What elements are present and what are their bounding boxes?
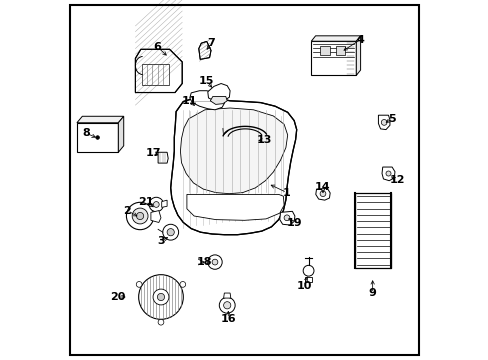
Circle shape: [153, 202, 159, 207]
Text: 5: 5: [387, 114, 395, 124]
Circle shape: [303, 265, 313, 276]
Circle shape: [180, 282, 185, 287]
Polygon shape: [207, 84, 230, 102]
Bar: [336, 46, 345, 55]
Circle shape: [320, 191, 325, 197]
Text: 13: 13: [256, 135, 271, 145]
Circle shape: [385, 171, 390, 176]
Text: 15: 15: [199, 76, 214, 86]
Polygon shape: [118, 116, 123, 152]
Polygon shape: [356, 36, 360, 76]
Polygon shape: [199, 41, 211, 59]
Polygon shape: [158, 152, 168, 163]
Circle shape: [149, 197, 163, 212]
Polygon shape: [279, 211, 294, 225]
Text: 3: 3: [157, 236, 164, 246]
Text: 10: 10: [296, 281, 311, 291]
Circle shape: [139, 275, 183, 319]
Circle shape: [126, 202, 153, 230]
Polygon shape: [381, 167, 394, 181]
Circle shape: [212, 259, 218, 265]
Polygon shape: [189, 91, 224, 110]
Polygon shape: [186, 194, 284, 220]
Text: 14: 14: [315, 182, 330, 192]
Circle shape: [158, 319, 163, 325]
Text: 8: 8: [82, 128, 90, 138]
Text: 7: 7: [207, 38, 215, 48]
Circle shape: [207, 255, 222, 269]
Polygon shape: [378, 115, 389, 130]
Circle shape: [132, 208, 148, 224]
Polygon shape: [170, 97, 296, 235]
Circle shape: [284, 215, 289, 221]
Circle shape: [153, 289, 168, 305]
Polygon shape: [311, 36, 360, 41]
Bar: [142, 64, 168, 85]
Text: 2: 2: [123, 206, 131, 216]
Circle shape: [157, 293, 164, 301]
Text: 17: 17: [146, 148, 161, 158]
Circle shape: [136, 212, 143, 220]
Text: 9: 9: [368, 288, 376, 298]
Bar: [355, 193, 390, 268]
Circle shape: [381, 120, 386, 125]
Bar: [77, 123, 118, 152]
Text: 4: 4: [356, 35, 364, 45]
Text: 18: 18: [197, 257, 212, 267]
Text: 12: 12: [389, 175, 405, 185]
Polygon shape: [210, 96, 227, 104]
Text: 19: 19: [286, 218, 302, 228]
Polygon shape: [135, 49, 182, 93]
Bar: [319, 46, 329, 55]
Circle shape: [167, 229, 174, 236]
Polygon shape: [77, 116, 123, 123]
Text: 1: 1: [283, 188, 290, 198]
Circle shape: [219, 297, 235, 313]
Bar: [305, 277, 311, 282]
Text: 11: 11: [182, 96, 197, 106]
Text: 6: 6: [153, 42, 161, 52]
Text: 16: 16: [220, 314, 236, 324]
Polygon shape: [315, 188, 329, 200]
Polygon shape: [180, 108, 287, 194]
Text: 21: 21: [138, 197, 153, 207]
Polygon shape: [151, 211, 161, 222]
Circle shape: [136, 282, 142, 287]
Text: 20: 20: [110, 292, 125, 302]
Polygon shape: [223, 293, 230, 298]
Circle shape: [96, 136, 99, 139]
Circle shape: [163, 224, 178, 240]
Polygon shape: [162, 200, 167, 207]
Bar: [311, 41, 356, 76]
Circle shape: [223, 302, 230, 309]
